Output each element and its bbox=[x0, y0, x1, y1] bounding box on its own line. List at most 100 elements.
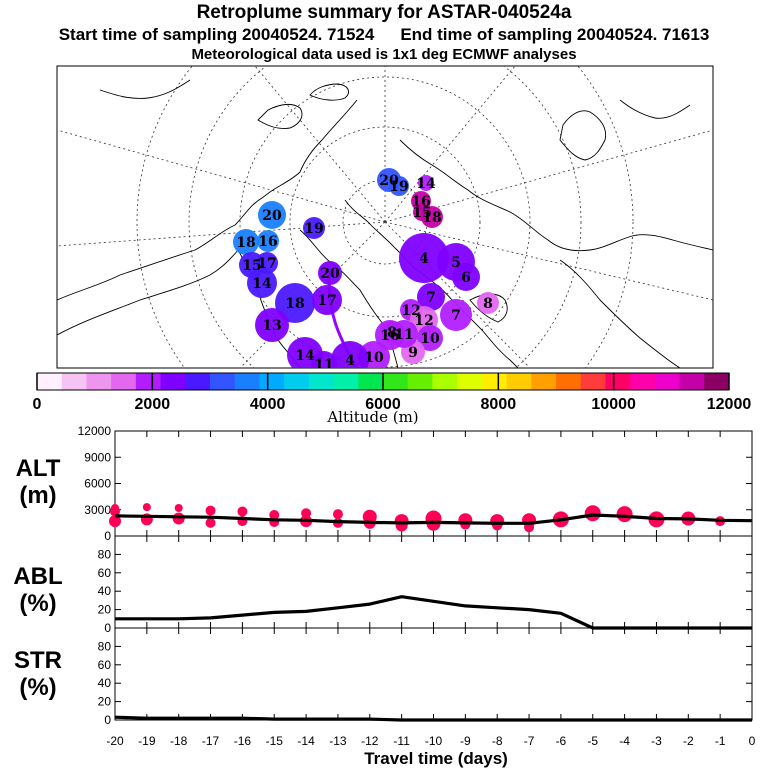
plume-cluster bbox=[440, 299, 472, 331]
plume-day-label: 18 bbox=[285, 296, 304, 312]
plume-day-label: 16 bbox=[411, 194, 430, 210]
plume-day-label: 10 bbox=[364, 350, 384, 366]
x-tick-label: -20 bbox=[106, 734, 124, 748]
colorbar-cell bbox=[61, 373, 87, 390]
colorbar-tick-label: 10000 bbox=[591, 396, 636, 413]
x-tick-label: -6 bbox=[556, 734, 567, 748]
altitude-cluster-point bbox=[142, 503, 151, 512]
alt-panel-label: ALT bbox=[16, 455, 61, 482]
y-tick-label: 0 bbox=[104, 529, 111, 543]
colorbar-cell bbox=[531, 373, 557, 390]
start-time-label: Start time of sampling 20040524. 71524 bbox=[58, 25, 375, 44]
x-tick-label: -19 bbox=[138, 734, 156, 748]
colorbar-cell bbox=[383, 373, 409, 390]
plume-cluster bbox=[312, 285, 342, 315]
plume-day-label: 4 bbox=[345, 353, 355, 369]
plume-cluster bbox=[477, 292, 499, 314]
x-tick-label: -9 bbox=[460, 734, 471, 748]
altitude-cluster-point bbox=[109, 515, 121, 528]
colorbar-cell bbox=[407, 373, 433, 390]
plume-cluster bbox=[303, 217, 325, 239]
colorbar-tick-label: 0 bbox=[33, 396, 42, 413]
x-tick-label: -3 bbox=[651, 734, 662, 748]
y-tick-label: 6000 bbox=[84, 477, 111, 491]
str-panel-label: STR bbox=[14, 647, 62, 674]
plume-cluster bbox=[258, 201, 286, 229]
x-tick-label: 0 bbox=[749, 734, 756, 748]
plume-day-label: 15 bbox=[412, 205, 431, 221]
str-series-line bbox=[114, 715, 752, 722]
y-tick-label: 80 bbox=[98, 547, 112, 561]
colorbar-cell bbox=[234, 373, 260, 390]
colorbar-cell bbox=[308, 373, 335, 390]
x-tick-label: -12 bbox=[361, 734, 379, 748]
alt-series-line bbox=[114, 513, 753, 525]
plume-day-label: 18 bbox=[422, 210, 441, 226]
colorbar-cell bbox=[160, 373, 186, 390]
colorbar-cell bbox=[111, 373, 137, 390]
x-tick-label: -8 bbox=[492, 734, 503, 748]
plume-cluster bbox=[399, 233, 449, 283]
altitude-cluster-point bbox=[205, 505, 216, 516]
colorbar-cell bbox=[358, 373, 384, 390]
plume-day-label: 17 bbox=[257, 256, 276, 272]
plume-day-label: 20 bbox=[262, 208, 282, 224]
plume-day-label: 13 bbox=[262, 318, 281, 334]
altitude-cluster-point bbox=[172, 512, 185, 525]
plume-day-label: 16 bbox=[258, 234, 277, 250]
plume-cluster bbox=[331, 341, 369, 368]
colorbar-cell bbox=[457, 373, 483, 390]
alt-panel: ALT (m) 0 3000 6000 9000 12000 bbox=[16, 424, 753, 543]
colorbar-cell bbox=[506, 373, 532, 390]
map-graticule bbox=[57, 66, 713, 368]
colorbar-tick-label: 2000 bbox=[135, 396, 171, 413]
x-tick-label: -7 bbox=[524, 734, 535, 748]
plume-day-label: 8 bbox=[483, 296, 493, 312]
y-tick-label: 60 bbox=[98, 658, 112, 672]
plume-cluster bbox=[452, 263, 480, 291]
plume-cluster bbox=[233, 229, 259, 255]
plume-day-label: 11 bbox=[394, 327, 413, 343]
altitude-cluster-point bbox=[237, 506, 248, 517]
plume-day-label: 5 bbox=[451, 255, 461, 271]
plume-day-label: 6 bbox=[461, 270, 471, 286]
plume-day-label: 10 bbox=[420, 331, 440, 347]
altitude-colorbar: 0 2000 4000 6000 8000 10000 12000 Altitude (m) bbox=[33, 372, 751, 426]
x-tick-label: -1 bbox=[715, 734, 726, 748]
colorbar-tick-label: 4000 bbox=[250, 396, 286, 413]
colorbar-label: Altitude (m) bbox=[326, 408, 418, 426]
colorbar-cell bbox=[704, 373, 730, 390]
plume-day-label: 17 bbox=[317, 293, 336, 309]
y-tick-label: 60 bbox=[98, 566, 112, 580]
colorbar-cell bbox=[86, 373, 112, 390]
x-tick-label: -16 bbox=[234, 734, 252, 748]
plume-day-label: 4 bbox=[419, 251, 429, 267]
plume-day-label: 19 bbox=[389, 179, 408, 195]
plume-cluster bbox=[311, 351, 337, 368]
abl-panel-label: ABL bbox=[13, 563, 62, 590]
plume-day-label: 18 bbox=[236, 235, 255, 251]
y-tick-label: 80 bbox=[98, 639, 112, 653]
altitude-cluster-point bbox=[205, 517, 216, 528]
colorbar-cell bbox=[580, 373, 606, 390]
colorbar-cell bbox=[284, 373, 310, 390]
y-tick-label: 40 bbox=[98, 584, 112, 598]
plume-day-label: 14 bbox=[295, 348, 315, 364]
x-tick-label: -18 bbox=[170, 734, 188, 748]
plume-day-label: 7 bbox=[426, 290, 436, 306]
abl-panel-unit: (%) bbox=[19, 590, 56, 617]
colorbar-cell bbox=[333, 373, 359, 390]
sampling-times: Start time of sampling 20040524. 71524 En… bbox=[0, 25, 768, 45]
end-time-label: End time of sampling 20040524. 71613 bbox=[400, 25, 710, 44]
met-data-label: Meteorological data used is 1x1 deg ECMW… bbox=[191, 46, 577, 63]
x-tick-label: -4 bbox=[619, 734, 630, 748]
plume-cluster bbox=[413, 203, 431, 221]
altitude-cluster-point bbox=[460, 519, 471, 530]
colorbar-cell bbox=[679, 373, 705, 390]
altitude-cluster-point bbox=[332, 509, 343, 520]
chart-title: Retroplume summary for ASTAR-040524a bbox=[196, 2, 572, 23]
